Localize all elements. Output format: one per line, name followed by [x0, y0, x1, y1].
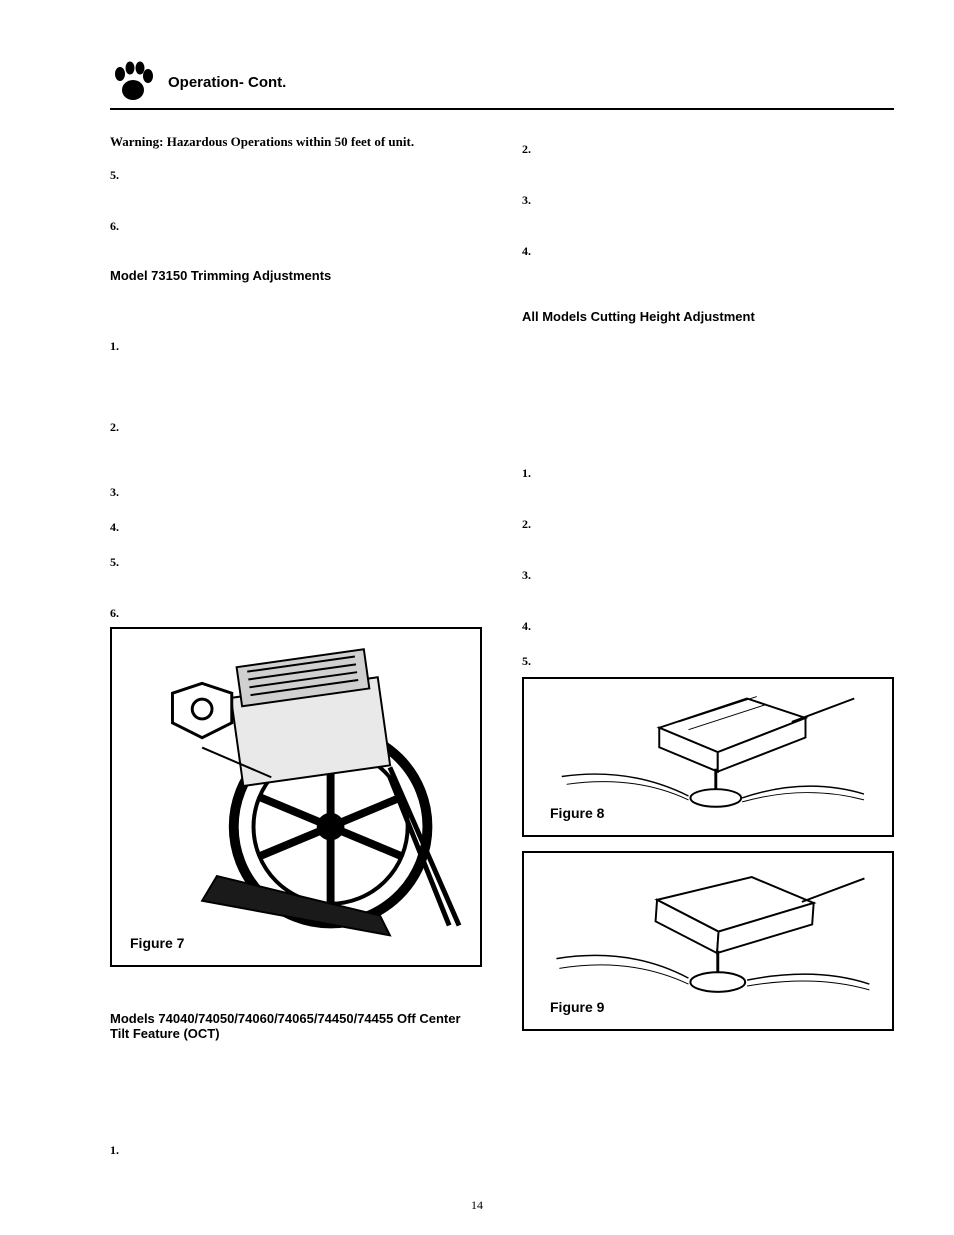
list-item: 6. [110, 606, 482, 621]
list-number: 2. [522, 142, 536, 157]
list-number: 1. [522, 466, 536, 481]
list-item: 6. [110, 219, 482, 234]
list-item: 4. [110, 520, 482, 535]
header-rule [110, 108, 894, 110]
columns: Warning: Hazardous Operations within 50 … [110, 128, 894, 1164]
list-item: 2. [522, 517, 894, 532]
list-number: 4. [110, 520, 124, 535]
list-item: 3. [522, 568, 894, 583]
list-item: 5. [110, 555, 482, 570]
list-item: 4. [522, 244, 894, 259]
list-item: 3. [522, 193, 894, 208]
list-item: 3. [110, 485, 482, 500]
list-item: 1. [110, 339, 482, 354]
figure-label: Figure 7 [130, 935, 184, 951]
list-item: 4. [522, 619, 894, 634]
list-number: 3. [522, 193, 536, 208]
figure-label: Figure 8 [550, 805, 604, 821]
list-number: 5. [522, 654, 536, 669]
list-item: 1. [110, 1143, 482, 1158]
list-item: 2. [522, 142, 894, 157]
list-number: 1. [110, 339, 124, 354]
list-number: 6. [110, 219, 124, 234]
list-number: 2. [522, 517, 536, 532]
list-number: 4. [522, 619, 536, 634]
section-title: Operation- Cont. [168, 74, 286, 91]
list-number: 3. [110, 485, 124, 500]
list-number: 1. [110, 1143, 124, 1158]
page-header: Operation- Cont. [110, 60, 894, 104]
list-item: 5. [522, 654, 894, 669]
figure-label: Figure 9 [550, 999, 604, 1015]
list-number: 6. [110, 606, 124, 621]
list-number: 3. [522, 568, 536, 583]
list-item: 5. [110, 168, 482, 183]
left-column: Warning: Hazardous Operations within 50 … [110, 128, 482, 1164]
paw-icon [110, 60, 156, 104]
figure-7-illustration [112, 629, 480, 965]
list-item: 2. [110, 420, 482, 435]
list-number: 5. [110, 168, 124, 183]
right-column: 2. 3. 4. All Models Cutting Height Adjus… [522, 128, 894, 1164]
list-number: 4. [522, 244, 536, 259]
list-item: 1. [522, 466, 894, 481]
figure-8: Figure 8 [522, 677, 894, 837]
figure-9: Figure 9 [522, 851, 894, 1031]
subsection-title: Models 74040/74050/74060/74065/74450/744… [110, 1011, 482, 1041]
subsection-title: Model 73150 Trimming Adjustments [110, 268, 482, 283]
list-number: 2. [110, 420, 124, 435]
warning-text: Warning: Hazardous Operations within 50 … [110, 134, 482, 150]
figure-7: Figure 7 [110, 627, 482, 967]
subsection-title: All Models Cutting Height Adjustment [522, 309, 894, 324]
list-number: 5. [110, 555, 124, 570]
page-number: 14 [471, 1198, 483, 1213]
